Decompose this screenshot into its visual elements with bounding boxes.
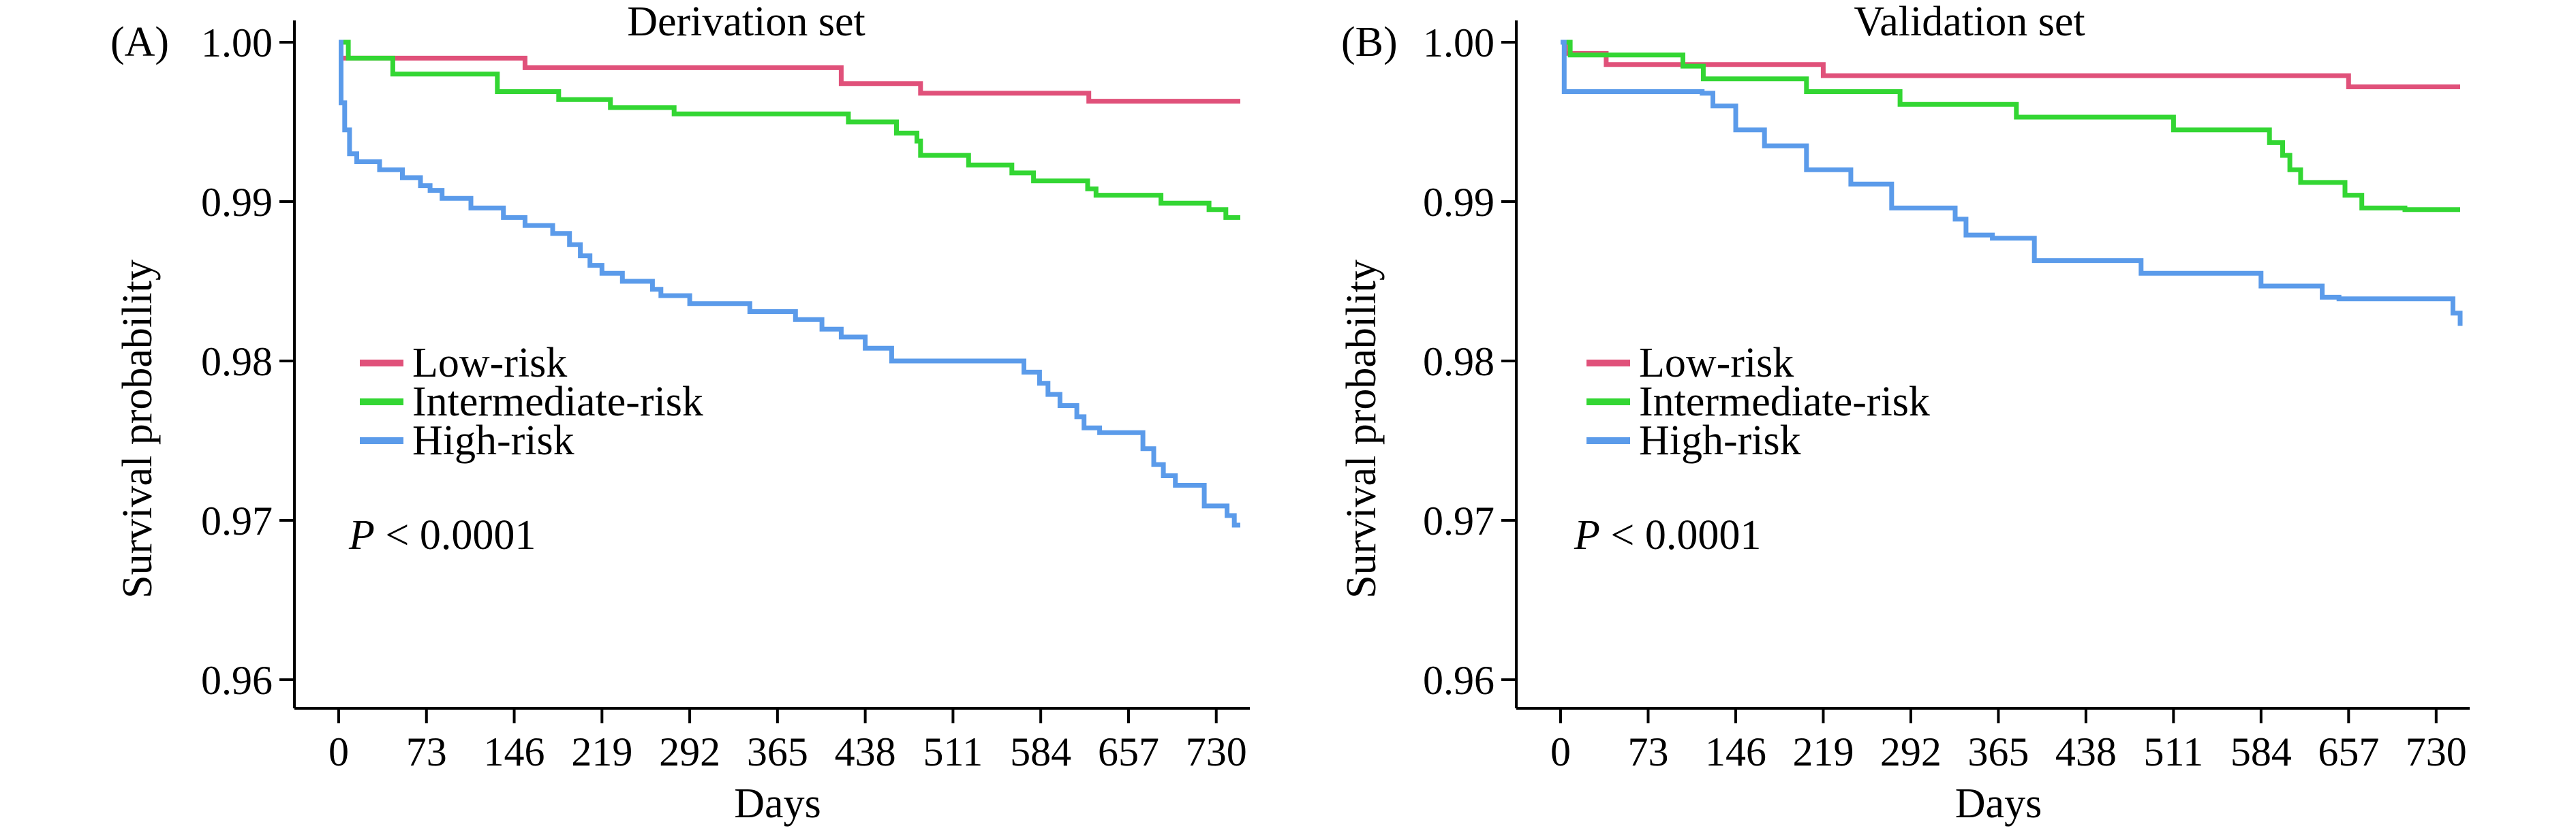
y-tick-label: 0.98 <box>1423 339 1494 384</box>
x-tick-label: 438 <box>835 729 896 774</box>
series-line-intermediate-risk <box>1561 40 2460 212</box>
x-tick-label: 146 <box>484 729 545 774</box>
y-tick-label: 0.96 <box>201 658 273 703</box>
x-tick-label: 365 <box>747 729 808 774</box>
y-tick-label: 0.96 <box>1423 658 1494 703</box>
legend-label-low-risk: Low-risk <box>412 340 567 386</box>
x-tick-label: 219 <box>571 729 632 774</box>
panel-letter: (A) <box>110 19 169 65</box>
y-axis-title: Survival probability <box>1338 259 1385 599</box>
p-value-symbol: P <box>348 512 375 558</box>
panel-title: Derivation set <box>627 0 865 45</box>
y-tick-label: 1.00 <box>201 20 273 65</box>
legend-label-intermediate-risk: Intermediate-risk <box>1639 379 1930 425</box>
x-tick-label: 292 <box>659 729 720 774</box>
x-tick-label: 219 <box>1792 729 1854 774</box>
panel-title: Validation set <box>1854 0 2085 45</box>
y-tick-label: 0.99 <box>201 180 273 225</box>
x-tick-label: 438 <box>2055 729 2117 774</box>
p-value-text: < 0.0001 <box>1600 512 1761 558</box>
legend-label-low-risk: Low-risk <box>1639 340 1794 386</box>
x-tick-label: 657 <box>1098 729 1159 774</box>
x-axis-title: Days <box>734 781 821 827</box>
series-line-intermediate-risk <box>339 40 1240 220</box>
x-tick-label: 511 <box>2143 729 2203 774</box>
p-value-annotation: P < 0.0001 <box>348 512 536 558</box>
panel-derivation: 0.96 0.97 0.98 0.99 1.00 0 73 146 219 292 365 438 51… <box>110 0 1250 827</box>
y-tick-label: 0.99 <box>1423 180 1494 225</box>
p-value-annotation: P < 0.0001 <box>1574 512 1761 558</box>
panel-validation: 0.96 0.97 0.98 0.99 1.00 0 73 146 219 292 365 438 51… <box>1338 0 2470 827</box>
legend-label-high-risk: High-risk <box>1639 418 1801 464</box>
x-tick-label: 584 <box>2230 729 2292 774</box>
series-line-low-risk <box>339 55 1240 104</box>
legend-label-intermediate-risk: Intermediate-risk <box>412 379 703 425</box>
x-tick-label: 511 <box>923 729 983 774</box>
x-tick-label: 0 <box>328 729 349 774</box>
x-tick-label: 146 <box>1705 729 1766 774</box>
x-tick-label: 73 <box>1627 729 1668 774</box>
y-tick-label: 1.00 <box>1423 20 1494 65</box>
legend-label-high-risk: High-risk <box>412 418 574 464</box>
series-line-high-risk <box>1561 40 2463 326</box>
y-axis-title: Survival probability <box>114 259 161 599</box>
x-tick-label: 584 <box>1010 729 1071 774</box>
x-axis-title: Days <box>1955 781 2042 827</box>
series-line-high-risk <box>339 40 1240 528</box>
x-tick-label: 657 <box>2318 729 2379 774</box>
x-tick-label: 730 <box>1186 729 1247 774</box>
y-tick-label: 0.97 <box>1423 499 1494 543</box>
x-tick-label: 0 <box>1550 729 1571 774</box>
panel-letter: (B) <box>1341 19 1398 65</box>
x-tick-label: 365 <box>1967 729 2029 774</box>
p-value-symbol: P <box>1574 512 1600 558</box>
x-tick-label: 73 <box>406 729 447 774</box>
x-tick-label: 292 <box>1880 729 1942 774</box>
x-tick-label: 730 <box>2406 729 2467 774</box>
y-tick-label: 0.97 <box>201 499 273 543</box>
y-tick-label: 0.98 <box>201 339 273 384</box>
p-value-text: < 0.0001 <box>375 512 536 558</box>
